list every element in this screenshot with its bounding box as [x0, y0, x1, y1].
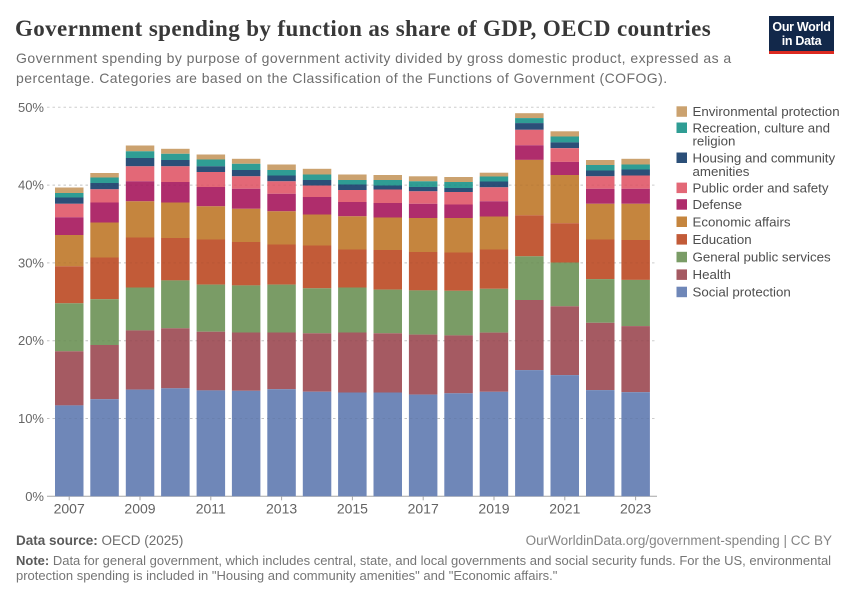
svg-text:10%: 10%	[18, 411, 44, 426]
svg-text:50%: 50%	[18, 100, 44, 115]
svg-text:religion: religion	[693, 134, 736, 149]
svg-text:Environmental protection: Environmental protection	[693, 104, 840, 119]
svg-text:General public services: General public services	[693, 250, 832, 265]
svg-text:40%: 40%	[18, 178, 44, 193]
svg-text:amenities: amenities	[693, 164, 750, 179]
svg-text:Health: Health	[693, 267, 731, 282]
svg-text:2017: 2017	[408, 501, 439, 517]
svg-text:Housing and community: Housing and community	[693, 150, 836, 165]
svg-text:Education: Education	[693, 232, 752, 247]
svg-text:Defense: Defense	[693, 197, 743, 212]
svg-text:Economic affairs: Economic affairs	[693, 214, 791, 229]
svg-text:2011: 2011	[196, 501, 226, 517]
svg-text:2023: 2023	[620, 501, 651, 517]
svg-text:Recreation, culture and: Recreation, culture and	[693, 120, 830, 135]
svg-text:20%: 20%	[18, 333, 44, 348]
svg-text:30%: 30%	[18, 255, 44, 270]
svg-text:Social protection: Social protection	[693, 285, 791, 300]
svg-text:2009: 2009	[124, 501, 155, 517]
svg-text:2021: 2021	[549, 501, 580, 517]
svg-text:2015: 2015	[337, 501, 368, 517]
svg-text:Public order and safety: Public order and safety	[693, 180, 829, 195]
svg-text:0%: 0%	[25, 489, 44, 504]
svg-text:2007: 2007	[54, 501, 85, 517]
svg-text:2013: 2013	[266, 501, 297, 517]
svg-text:2019: 2019	[478, 501, 509, 517]
